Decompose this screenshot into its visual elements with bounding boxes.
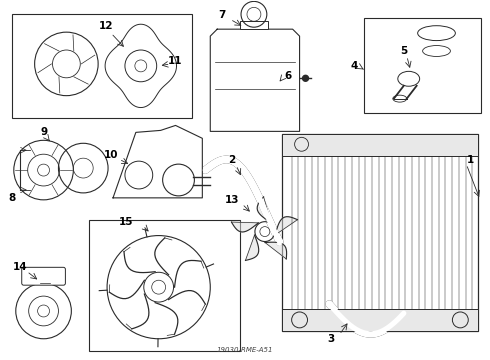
Bar xyxy=(282,309,478,331)
Polygon shape xyxy=(257,197,271,223)
Text: 19030-RME-A51: 19030-RME-A51 xyxy=(217,347,273,353)
Text: 6: 6 xyxy=(284,71,291,81)
Text: 12: 12 xyxy=(99,21,113,31)
Polygon shape xyxy=(231,222,258,232)
Text: 5: 5 xyxy=(400,46,407,56)
Polygon shape xyxy=(275,217,297,235)
FancyBboxPatch shape xyxy=(22,267,65,285)
Text: 7: 7 xyxy=(219,10,226,20)
Polygon shape xyxy=(210,29,299,131)
Text: 10: 10 xyxy=(104,150,118,160)
Polygon shape xyxy=(265,242,287,259)
Text: 2: 2 xyxy=(228,155,236,165)
Text: 1: 1 xyxy=(466,155,474,165)
Bar xyxy=(282,134,478,156)
Text: 3: 3 xyxy=(328,334,335,344)
Text: 9: 9 xyxy=(40,127,47,138)
Text: 13: 13 xyxy=(225,195,239,205)
Text: 14: 14 xyxy=(12,262,27,272)
Text: 15: 15 xyxy=(119,217,133,227)
Circle shape xyxy=(302,75,309,81)
Polygon shape xyxy=(113,125,202,198)
Bar xyxy=(89,220,240,351)
Bar xyxy=(364,18,481,113)
Bar xyxy=(12,14,193,118)
Text: 11: 11 xyxy=(168,56,183,66)
Text: 4: 4 xyxy=(350,61,358,71)
Bar xyxy=(240,21,268,29)
Bar xyxy=(282,134,478,331)
Text: 8: 8 xyxy=(8,193,16,203)
Polygon shape xyxy=(245,235,259,260)
